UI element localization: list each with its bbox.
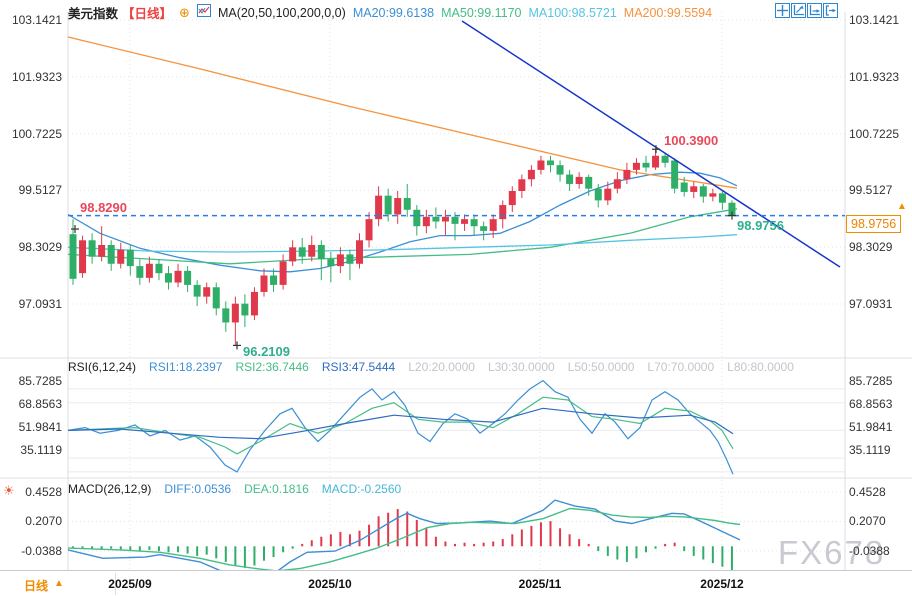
high-price-label: 100.3900 [664,133,719,148]
rsi1-value: RSI1:18.2397 [149,360,223,374]
diff-value: DIFF:0.0536 [164,482,232,496]
rsi-axis-label: 35.1119 [20,443,62,457]
dea-value: DEA:0.1816 [244,482,309,496]
rsi-axis-label: 85.7285 [849,374,893,388]
rsi-l30-value: L30:30.0000 [487,360,555,374]
current-price-label: 98.9756 [737,218,784,233]
alert-price-label: 98.8290 [80,200,127,215]
price-axis-label: 100.7225 [849,127,900,141]
macd-axis-label: 0.4528 [849,485,886,499]
period-title: 【日线】 [122,7,173,21]
rsi-l80-value: L80:80.0000 [727,360,794,374]
chart-header: 美元指数 【日线】 ⊕ MA(20,50,100,200,0,0) MA20:9… [68,3,712,22]
timeframe-selector[interactable]: 日线 [24,579,49,593]
price-axis-label: 98.3029 [18,240,62,254]
price-axis-label: 101.9323 [849,70,900,84]
date-label: 2025/11 [518,577,562,591]
macd-header: MACD(26,12,9) DIFF:0.0536 DEA:0.1816 MAC… [68,482,401,496]
price-axis-label: 99.5127 [849,183,893,197]
rsi-title: RSI(6,12,24) [68,360,137,374]
date-label: 2025/09 [108,577,152,591]
rsi-l50-value: L50:50.0000 [567,360,635,374]
macd-value: MACD:-0.2560 [321,482,402,496]
add-indicator-icon[interactable]: ⊕ [179,5,190,20]
low-price-label: 96.2109 [243,344,290,359]
price-axis-label: 103.1421 [849,13,900,27]
price-axis-label: 101.9323 [11,70,62,84]
date-label: 2025/12 [700,577,744,591]
macd-axis-label: -0.0388 [849,544,890,558]
macd-axis-label: -0.0388 [21,544,62,558]
watermark: FX678 [778,534,886,571]
price-axis-label: 97.0931 [849,297,893,311]
price-axis-label: 97.0931 [18,297,62,311]
rsi-axis-label: 85.7285 [18,374,62,388]
rsi-axis-label: 51.9841 [18,420,62,434]
ma50-value: MA50:99.1170 [441,5,522,20]
exit-chart-button[interactable] [823,3,838,18]
rsi-axis-label: 35.1119 [849,443,891,457]
ma-settings-label: MA(20,50,100,200,0,0) [217,5,346,20]
price-axis-label: 103.1421 [11,13,62,27]
time-axis-bar: 日线 ▲ 2025/09 2025/10 2025/11 2025/12 [0,570,912,596]
symbol-title: 美元指数 [68,7,119,21]
timeframe-arrow-icon[interactable]: ▲ [54,578,64,589]
bottombar-divider [115,573,116,595]
rsi3-value: RSI3:47.5444 [321,360,396,374]
price-axis-label: 99.5127 [18,183,62,197]
current-price-axis-box: 98.9756 [846,215,902,233]
macd-title: MACD(26,12,9) [68,482,152,496]
rsi-axis-label: 68.8563 [18,397,62,411]
ma100-value: MA100:98.5721 [528,5,617,20]
date-label: 2025/10 [308,577,352,591]
macd-axis-label: 0.2070 [849,514,886,528]
price-axis-label: 100.7225 [11,127,62,141]
ma20-value: MA20:99.6138 [352,5,435,20]
rsi-header: RSI(6,12,24) RSI1:18.2397 RSI2:36.7446 R… [68,360,794,374]
price-scale-button[interactable] [791,3,806,18]
rsi-l70-value: L70:70.0000 [647,360,715,374]
rsi-axis-label: 68.8563 [849,397,893,411]
indicator-settings-icon[interactable]: ☀ [3,483,15,498]
chart-toolbar [775,3,838,18]
macd-axis-label: 0.2070 [25,514,62,528]
rsi2-value: RSI2:36.7446 [235,360,309,374]
ma200-value: MA200:99.5594 [623,5,713,20]
time-scale-button[interactable] [807,3,822,18]
macd-axis-label: 0.4528 [25,485,62,499]
rsi-axis-label: 51.9841 [849,420,893,434]
pan-mode-button[interactable] [775,3,790,18]
chart-style-icon[interactable] [196,3,211,22]
price-axis-label: 98.3029 [849,240,893,254]
axis-arrow-icon: ▲ [897,201,907,212]
rsi-l20-value: L20:20.0000 [408,360,475,374]
